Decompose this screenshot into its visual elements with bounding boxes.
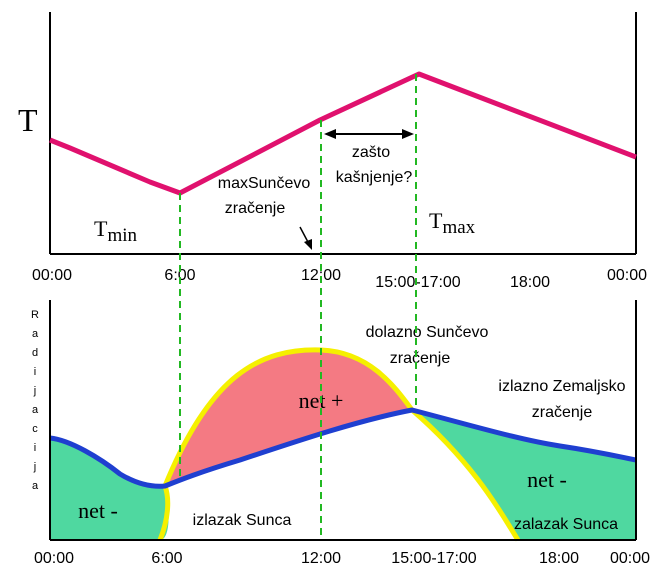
net-negative-area-left xyxy=(50,438,169,540)
tmax-label: Tmax xyxy=(429,208,476,238)
radiation-axis-label-j-1: j xyxy=(33,385,36,397)
radiation-axis-label-c: c xyxy=(32,423,38,435)
top-tick-1800: 18:00 xyxy=(510,274,550,291)
bottom-tick-0000-end: 00:00 xyxy=(610,550,650,567)
max-sun-note-line-1: maxSunčevo xyxy=(218,175,311,192)
delay-note-line-2: kašnjenje? xyxy=(336,169,413,186)
bottom-tick-1800: 18:00 xyxy=(539,550,579,567)
radiation-axis-label-d: d xyxy=(32,347,38,359)
incoming-label-line-1: dolazno Sunčevo xyxy=(366,324,489,341)
radiation-axis-label-a-2: a xyxy=(32,404,39,416)
tmax-sub: max xyxy=(442,217,475,238)
radiation-axis-label-a-1: a xyxy=(32,328,39,340)
radiation-axis-label-r: R xyxy=(31,309,39,321)
net-positive-area xyxy=(165,349,412,486)
tmin-sub: min xyxy=(107,225,137,246)
max-sun-note-line-2: zračenje xyxy=(225,200,286,217)
top-tick-0000-end: 00:00 xyxy=(607,267,647,284)
radiation-axis-label-i-2: i xyxy=(34,442,36,454)
radiation-axis-label-j-2: j xyxy=(33,461,36,473)
top-tick-0600: 6:00 xyxy=(164,267,195,284)
outgoing-label-line-1: izlazno Zemaljsko xyxy=(498,378,625,395)
sunset-label: zalazak Sunca xyxy=(514,516,618,533)
time-guide-lines xyxy=(179,74,417,540)
top-tick-1500-1700: 15:00-17:00 xyxy=(375,274,461,291)
tmin-label: Tmin xyxy=(94,216,138,246)
net-negative-label-left: net - xyxy=(78,498,118,523)
net-negative-label-right: net - xyxy=(527,467,567,492)
delay-arrow-right-head xyxy=(402,129,414,139)
radiation-axis-label-i-1: i xyxy=(34,366,36,378)
tmin-main: T xyxy=(94,216,108,241)
radiation-axis-label-a-3: a xyxy=(32,480,39,492)
outgoing-label-line-2: zračenje xyxy=(532,404,593,421)
delay-note-line-1: zašto xyxy=(352,144,390,161)
bottom-tick-0000-start: 00:00 xyxy=(34,550,74,567)
top-tick-0000-start: 00:00 xyxy=(32,267,72,284)
max-sun-pointer-head xyxy=(304,239,312,250)
temperature-panel: T Tmin Tmax maxSunčevo zračenje zašto ka… xyxy=(18,12,647,291)
temperature-axis-label: T xyxy=(18,102,38,138)
bottom-tick-0600: 6:00 xyxy=(151,550,182,567)
outgoing-terrestrial-radiation-curve xyxy=(49,407,637,489)
radiation-panel: net + net - net - dolazno Sunčevo zračen… xyxy=(31,300,650,567)
bottom-tick-1200: 12:00 xyxy=(301,550,341,567)
delay-arrow-left-head xyxy=(324,129,336,139)
bottom-tick-1500-1700: 15:00-17:00 xyxy=(391,550,477,567)
tmax-main: T xyxy=(429,208,443,233)
sunrise-label: izlazak Sunca xyxy=(193,512,292,529)
top-tick-1200: 12:00 xyxy=(301,267,341,284)
net-negative-area-right xyxy=(412,410,636,540)
incoming-label-line-2: zračenje xyxy=(390,350,451,367)
